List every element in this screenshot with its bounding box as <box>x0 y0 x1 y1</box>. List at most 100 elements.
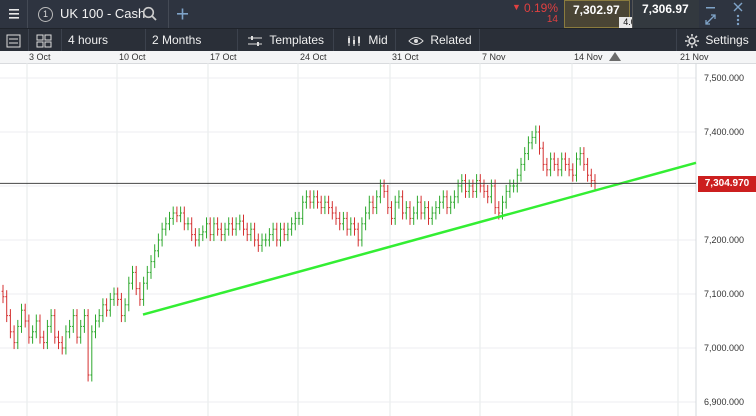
ohlc-bar <box>571 163 575 182</box>
ohlc-bar <box>441 190 445 209</box>
ohlc-bar <box>38 314 42 344</box>
scroll-to-now-icon[interactable] <box>608 51 622 63</box>
range-dropdown[interactable]: 2 Months <box>146 29 238 51</box>
ohlc-bar <box>227 217 231 236</box>
ohlc-bar <box>297 211 301 225</box>
ohlc-bar <box>512 179 515 193</box>
price-chart[interactable]: 7,500.0007,400.0007,300.0007,200.0007,10… <box>0 63 756 416</box>
price-change: ▼ 0.19% 14 <box>488 0 562 28</box>
ohlc-bar <box>256 233 260 252</box>
ohlc-bar <box>105 298 108 317</box>
ohlc-bar <box>120 292 123 323</box>
ohlc-bar <box>260 233 264 252</box>
ohlc-bar <box>53 309 57 344</box>
ohlc-bar <box>160 222 164 247</box>
ohlc-bar <box>186 217 190 231</box>
ohlc-bar <box>86 309 90 382</box>
buy-price-button[interactable]: 7,306.97 <box>632 0 699 28</box>
ohlc-bar <box>223 222 227 242</box>
ohlc-bar <box>515 168 519 193</box>
gear-icon <box>685 33 699 48</box>
ohlc-bar <box>382 179 386 198</box>
add-tab-button[interactable] <box>168 0 197 28</box>
ohlc-bar <box>57 330 60 350</box>
ohlc-bar <box>1 284 5 304</box>
expand-icon[interactable] <box>703 13 719 27</box>
ohlc-bar <box>131 265 134 290</box>
close-icon[interactable] <box>730 1 746 13</box>
candlestick-icon <box>348 35 360 46</box>
price-axis-label: 7,400.000 <box>704 127 744 137</box>
ohlc-bar <box>575 152 578 182</box>
ohlc-bar <box>245 222 249 242</box>
range-label: 2 Months <box>152 33 202 47</box>
minimize-icon[interactable] <box>703 1 719 13</box>
templates-button[interactable]: Templates <box>238 29 334 51</box>
price-axis-label: 7,000.000 <box>704 343 744 353</box>
more-icon[interactable] <box>730 13 746 27</box>
ohlc-bar <box>23 303 27 328</box>
ohlc-bar <box>175 206 179 223</box>
layout-button[interactable] <box>29 29 62 51</box>
ohlc-bar <box>90 325 94 382</box>
price-type-dropdown[interactable]: Mid <box>334 29 396 51</box>
ohlc-bar <box>408 201 412 225</box>
ohlc-bar <box>264 233 268 247</box>
date-label: 31 Oct <box>392 52 419 62</box>
ohlc-bar <box>68 319 71 339</box>
ohlc-bar <box>79 319 83 344</box>
related-label: Related <box>430 33 472 47</box>
hamburger-icon <box>9 9 19 19</box>
ohlc-bar <box>589 168 593 188</box>
ohlc-bar <box>430 206 434 225</box>
top-bar: 1 UK 100 - Cash ▼ 0.19% 14 7,302.97 4.00… <box>0 0 756 28</box>
ohlc-bar <box>578 147 582 166</box>
ohlc-bar <box>253 222 256 247</box>
ohlc-bar <box>523 147 527 171</box>
interval-dropdown[interactable]: 4 hours <box>62 29 146 51</box>
ohlc-bar <box>83 309 86 333</box>
trendline[interactable] <box>142 161 697 316</box>
ohlc-bar <box>34 314 38 339</box>
ohlc-bar <box>164 217 168 236</box>
ohlc-bar <box>27 314 31 344</box>
date-label: 24 Oct <box>300 52 327 62</box>
ohlc-bar <box>138 282 142 306</box>
ohlc-bar <box>319 195 323 215</box>
ohlc-bar <box>234 217 238 236</box>
ohlc-bar <box>552 152 556 171</box>
ohlc-bar <box>5 290 9 323</box>
ohlc-bar <box>449 195 453 215</box>
related-button[interactable]: Related <box>396 29 480 51</box>
list-view-button[interactable] <box>0 29 29 51</box>
ohlc-bar <box>493 179 497 215</box>
ohlc-bar <box>301 195 305 225</box>
ohlc-bar <box>427 201 430 225</box>
date-label: 17 Oct <box>210 52 237 62</box>
sliders-icon <box>248 35 262 46</box>
search-icon[interactable] <box>142 6 158 22</box>
ohlc-bar <box>12 325 16 350</box>
ohlc-bar <box>564 152 567 171</box>
grid-layout-icon <box>36 34 52 48</box>
ohlc-bar <box>438 195 441 215</box>
ohlc-bar <box>482 179 486 198</box>
ohlc-bar <box>31 325 34 344</box>
menu-button[interactable] <box>0 0 28 28</box>
current-price-label: 7,304.970 <box>698 176 756 192</box>
ohlc-bar <box>238 214 242 231</box>
ohlc-bar <box>282 222 286 242</box>
ohlc-bar <box>46 319 49 350</box>
instrument-tab[interactable]: 1 UK 100 - Cash <box>29 0 166 28</box>
date-label: 14 Nov <box>574 52 603 62</box>
ohlc-bar <box>375 190 379 215</box>
templates-label: Templates <box>269 33 325 47</box>
ohlc-bar <box>397 190 401 209</box>
ohlc-bar <box>356 222 360 247</box>
ohlc-bar <box>534 125 538 144</box>
ohlc-bar <box>582 147 586 171</box>
price-type-label: Mid <box>368 33 388 47</box>
settings-button[interactable]: Settings <box>676 29 756 51</box>
sell-price: 7,302.97 <box>573 3 620 17</box>
down-arrow-icon: ▼ <box>512 2 521 12</box>
